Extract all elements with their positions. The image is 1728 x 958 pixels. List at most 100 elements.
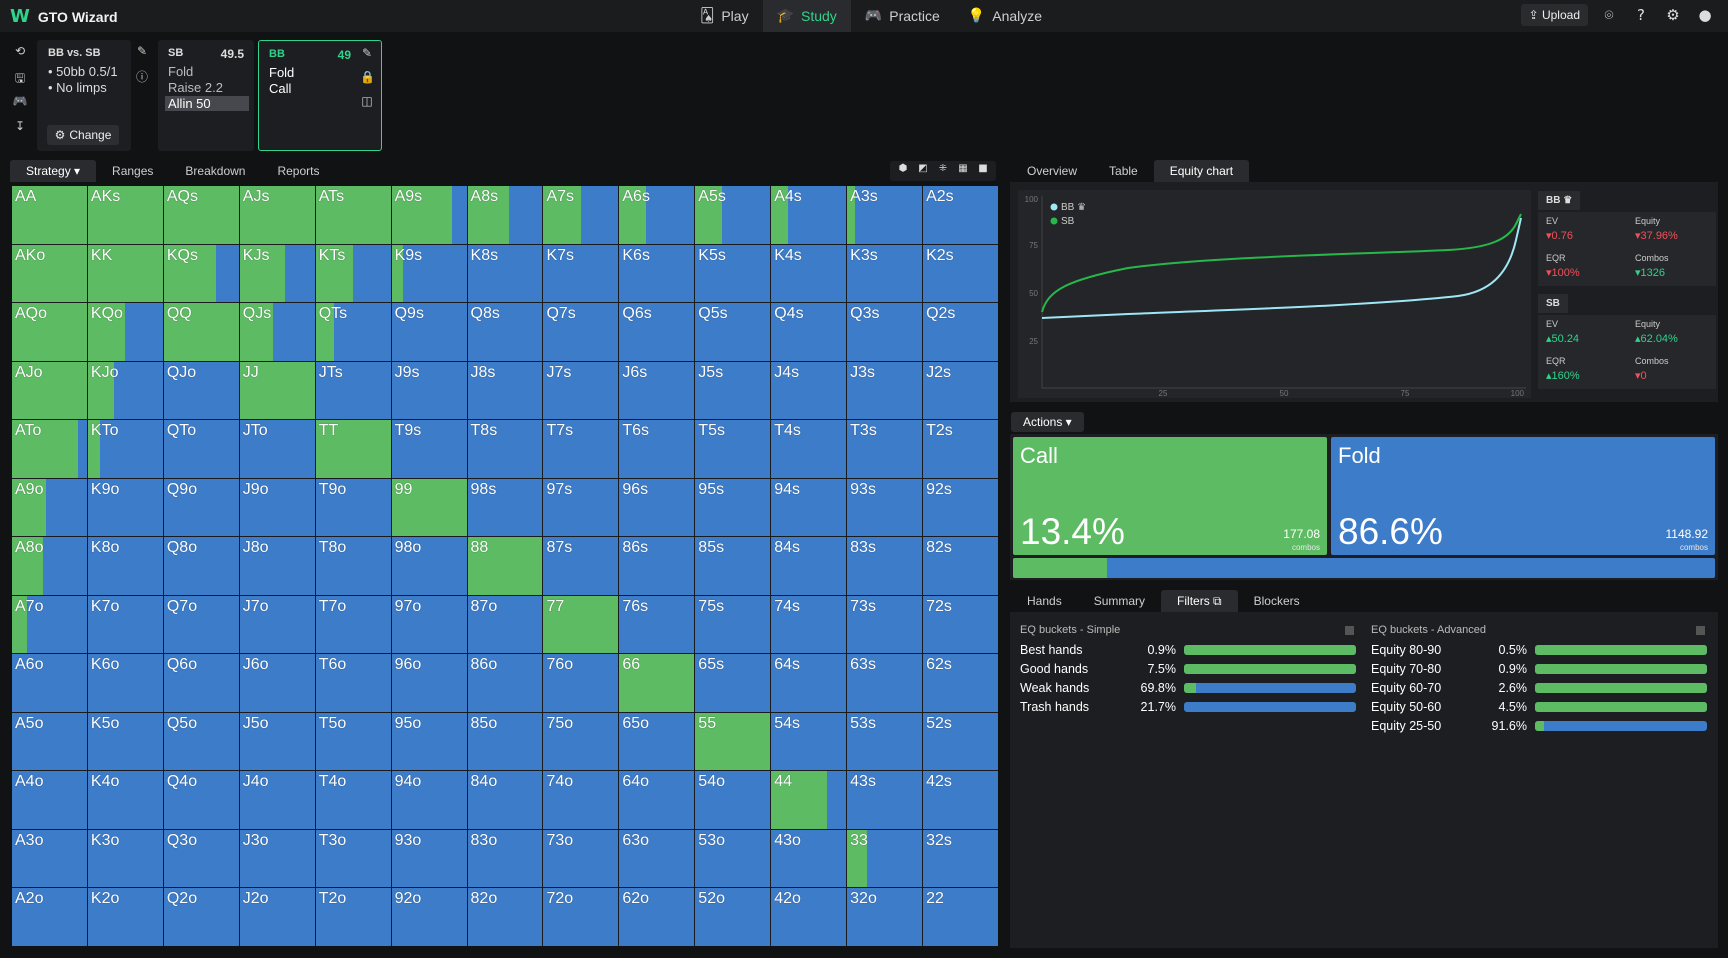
hand-cell[interactable]: KTo [87, 420, 163, 478]
hand-cell[interactable]: 88 [467, 537, 543, 595]
hand-cell[interactable]: K3o [87, 829, 163, 888]
hand-cell[interactable]: T9o [315, 478, 391, 537]
bucket-row[interactable]: Trash hands 21.7% [1020, 697, 1362, 716]
hand-cell[interactable]: 33 [847, 829, 923, 888]
hand-cell[interactable]: JTo [239, 420, 315, 478]
hand-cell[interactable]: Q2o [163, 888, 239, 946]
hand-cell[interactable]: 84o [467, 771, 543, 829]
tab-ranges[interactable]: Ranges [112, 164, 154, 178]
hand-cell[interactable]: KQs [163, 244, 239, 303]
compare-icon[interactable]: ◫ [361, 94, 373, 108]
hand-cell[interactable]: J8o [239, 537, 315, 595]
hand-cell[interactable]: 86s [619, 537, 695, 595]
hand-cell[interactable]: J2s [923, 361, 998, 420]
hand-cell[interactable]: AQo [12, 303, 87, 361]
hand-cell[interactable]: 53s [847, 712, 923, 771]
hand-cell[interactable]: 54s [771, 712, 847, 771]
hand-cell[interactable]: T4s [771, 420, 847, 478]
hand-cell[interactable]: T4o [315, 771, 391, 829]
hand-cell[interactable]: 32s [923, 829, 998, 888]
hand-cell[interactable]: 95s [695, 478, 771, 537]
settings-icon[interactable]: ⚙ [1666, 6, 1680, 24]
hand-cell[interactable]: A7o [12, 595, 87, 654]
hand-cell[interactable]: AQs [163, 186, 239, 244]
cube-icon[interactable]: ⬢ [898, 163, 908, 174]
hand-cell[interactable]: J4o [239, 771, 315, 829]
hand-cell[interactable]: Q6o [163, 654, 239, 712]
hand-cell[interactable]: KJs [239, 244, 315, 303]
hand-cell[interactable]: K6o [87, 654, 163, 712]
hand-cell[interactable]: T8s [467, 420, 543, 478]
hand-cell[interactable]: Q3o [163, 829, 239, 888]
tab-equity-chart[interactable]: Equity chart [1153, 160, 1250, 182]
bucket-row[interactable]: Equity 80-90 0.5% [1371, 640, 1713, 659]
tab-table[interactable]: Table [1109, 164, 1138, 178]
upload-button[interactable]: ⇪ Upload [1520, 4, 1588, 26]
hand-cell[interactable]: K7s [543, 244, 619, 303]
hand-cell[interactable]: A6s [619, 186, 695, 244]
hand-cell[interactable]: Q5s [695, 303, 771, 361]
tab-breakdown[interactable]: Breakdown [185, 164, 246, 178]
checkbox-icon[interactable] [1696, 626, 1705, 635]
hand-cell[interactable]: T9s [391, 420, 467, 478]
hand-cell[interactable]: T5s [695, 420, 771, 478]
hand-cell[interactable]: 55 [695, 712, 771, 771]
hand-cell[interactable]: 76o [543, 654, 619, 712]
hand-cell[interactable]: 43o [771, 829, 847, 888]
bucket-row[interactable]: Equity 70-80 0.9% [1371, 659, 1713, 678]
hand-cell[interactable]: 43s [847, 771, 923, 829]
hand-cell[interactable]: A5o [12, 712, 87, 771]
hand-cell[interactable]: 98o [391, 537, 467, 595]
user-icon[interactable]: ● [1698, 6, 1712, 24]
call-action-box[interactable]: Call 13.4% 177.08 combos [1013, 437, 1327, 555]
hand-cell[interactable]: 52s [923, 712, 998, 771]
hand-cell[interactable]: 97s [543, 478, 619, 537]
hand-cell[interactable]: 73o [543, 829, 619, 888]
hand-cell[interactable]: J7s [543, 361, 619, 420]
hand-cell[interactable]: A4o [12, 771, 87, 829]
action-raise[interactable]: Raise 2.2 [168, 80, 223, 95]
hand-cell[interactable]: 77 [543, 595, 619, 654]
hand-cell[interactable]: A8o [12, 537, 87, 595]
hand-cell[interactable]: T2s [923, 420, 998, 478]
contrast-icon[interactable]: ◩ [918, 163, 928, 174]
hand-cell[interactable]: K4s [771, 244, 847, 303]
help-icon[interactable]: ? [1637, 6, 1645, 24]
hand-cell[interactable]: TT [315, 420, 391, 478]
tab-overview[interactable]: Overview [1027, 164, 1078, 178]
hand-cell[interactable]: J2o [239, 888, 315, 946]
hand-cell[interactable]: K9s [391, 244, 467, 303]
hand-cell[interactable]: 74s [771, 595, 847, 654]
tab-hands[interactable]: Hands [1027, 594, 1062, 608]
bucket-row[interactable]: Weak hands 69.8% [1020, 678, 1362, 697]
hand-cell[interactable]: ATs [315, 186, 391, 244]
hand-cell[interactable]: Q9o [163, 478, 239, 537]
hand-cell[interactable]: J3o [239, 829, 315, 888]
hand-cell[interactable]: 94s [771, 478, 847, 537]
hand-cell[interactable]: Q9s [391, 303, 467, 361]
hand-cell[interactable]: T2o [315, 888, 391, 946]
hand-cell[interactable]: A7s [543, 186, 619, 244]
nav-practice[interactable]: 🎮 Practice [851, 0, 954, 32]
hand-cell[interactable]: 22 [923, 888, 998, 946]
hand-cell[interactable]: 85o [467, 712, 543, 771]
small-grid-icon[interactable]: ⁜ [938, 163, 948, 174]
hand-cell[interactable]: Q3s [847, 303, 923, 361]
hand-cell[interactable]: A4s [771, 186, 847, 244]
hand-cell[interactable]: 72o [543, 888, 619, 946]
hand-cell[interactable]: KQo [87, 303, 163, 361]
scan-icon[interactable]: ⌾ [1604, 6, 1614, 24]
hand-cell[interactable]: K9o [87, 478, 163, 537]
hand-cell[interactable]: 73s [847, 595, 923, 654]
bb-action-card[interactable]: BB 49 Fold Call ✎ 🔒 ◫ [258, 40, 382, 151]
hand-cell[interactable]: K6s [619, 244, 695, 303]
hand-cell[interactable]: T3s [847, 420, 923, 478]
hand-cell[interactable]: KJo [87, 361, 163, 420]
tab-summary[interactable]: Summary [1093, 594, 1146, 608]
hand-cell[interactable]: J3s [847, 361, 923, 420]
hand-cell[interactable]: K2s [923, 244, 998, 303]
hand-cell[interactable]: KK [87, 244, 163, 303]
hand-cell[interactable]: J6s [619, 361, 695, 420]
actions-dropdown[interactable]: Actions ▾ [1011, 412, 1084, 432]
hand-cell[interactable]: 72s [923, 595, 998, 654]
